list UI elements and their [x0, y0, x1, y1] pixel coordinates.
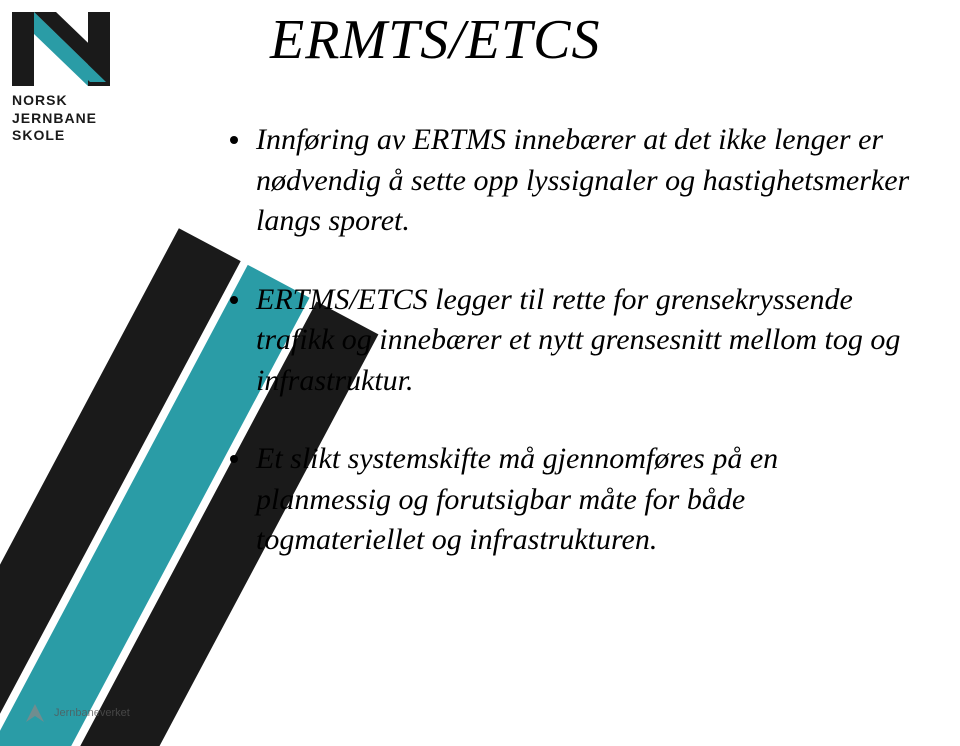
bullet-dot-icon — [230, 296, 238, 304]
bullet-text: ERTMS/ETCS legger til rette for grensekr… — [256, 280, 920, 402]
brand-line-2: JERNBANE — [12, 110, 152, 128]
footer-logo: Jernbaneverket — [24, 702, 130, 724]
brand-logo-mark — [12, 12, 110, 86]
list-item: Innføring av ERTMS innebærer at det ikke… — [230, 120, 920, 242]
slide-title: ERMTS/ETCS — [270, 8, 600, 72]
list-item: Et slikt systemskifte må gjennomføres på… — [230, 439, 920, 561]
slide: NORSK JERNBANE SKOLE ERMTS/ETCS Innførin… — [0, 0, 960, 746]
bullet-dot-icon — [230, 455, 238, 463]
bullet-list: Innføring av ERTMS innebærer at det ikke… — [230, 120, 920, 599]
brand-line-3: SKOLE — [12, 127, 152, 145]
bullet-dot-icon — [230, 136, 238, 144]
footer-logo-text: Jernbaneverket — [54, 707, 130, 719]
brand-logo-text: NORSK JERNBANE SKOLE — [12, 92, 152, 145]
bullet-text: Innføring av ERTMS innebærer at det ikke… — [256, 120, 920, 242]
list-item: ERTMS/ETCS legger til rette for grensekr… — [230, 280, 920, 402]
brand-logo: NORSK JERNBANE SKOLE — [12, 12, 152, 145]
footer-logo-icon — [24, 702, 46, 724]
bullet-text: Et slikt systemskifte må gjennomføres på… — [256, 439, 920, 561]
brand-line-1: NORSK — [12, 92, 152, 110]
